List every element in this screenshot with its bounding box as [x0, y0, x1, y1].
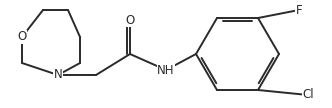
Text: O: O: [125, 14, 134, 26]
Text: F: F: [296, 3, 302, 17]
Text: N: N: [54, 68, 62, 82]
Text: NH: NH: [157, 64, 175, 76]
Text: O: O: [17, 30, 27, 44]
Text: Cl: Cl: [302, 88, 314, 102]
